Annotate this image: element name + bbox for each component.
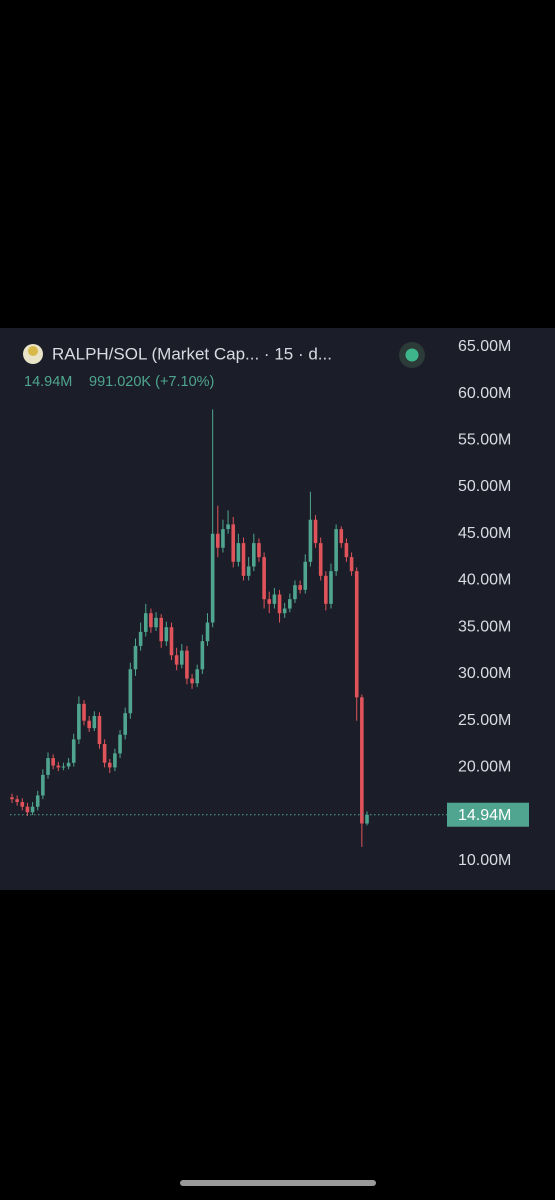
candle-body [205, 622, 210, 642]
candle-body [51, 758, 55, 766]
candle-body [334, 529, 338, 572]
candle-body [169, 627, 174, 656]
candle-body [303, 561, 308, 590]
y-tick-label: 60.00M [458, 385, 511, 402]
candle-body [128, 669, 133, 714]
candle-body [25, 806, 30, 813]
candle-body [138, 631, 143, 646]
candle-body [298, 585, 302, 590]
candle-body [35, 795, 40, 807]
home-indicator [180, 1180, 376, 1186]
candle-body [30, 806, 35, 813]
candle-body [77, 703, 81, 740]
y-tick-label: 10.00M [458, 852, 511, 869]
candle-body [221, 529, 225, 548]
status-dot [405, 348, 419, 362]
candle-body [236, 543, 241, 562]
candle-body [200, 641, 205, 670]
candle-body [66, 762, 71, 767]
candle-body [174, 655, 179, 665]
candle-body [164, 627, 169, 642]
candle-body [154, 617, 158, 628]
candle-body [360, 697, 364, 824]
candle-body [288, 599, 292, 609]
candle-body [97, 716, 102, 745]
candle-body [179, 650, 184, 665]
candle-body [82, 703, 86, 721]
candle-body [349, 557, 354, 572]
candle-body [92, 716, 97, 729]
candle-body [102, 744, 107, 763]
candle-body [41, 774, 45, 796]
chart-panel [0, 328, 555, 890]
candle-body [329, 571, 333, 604]
candle-body [262, 557, 266, 600]
candle-body [252, 543, 256, 567]
candle-body [143, 613, 148, 632]
chart-title: RALPH/SOL (Market Cap... · 15 · d... [52, 344, 332, 363]
last-value: 14.94M [24, 374, 72, 390]
candle-body [20, 802, 25, 807]
candle-body [10, 797, 14, 800]
candle-body [71, 739, 76, 763]
candle-body [344, 543, 349, 558]
candle-body [215, 533, 220, 548]
candle-body [365, 814, 369, 824]
candle-body [87, 720, 91, 729]
candle-body [133, 645, 138, 670]
candle-body [293, 585, 297, 600]
last-price-tag [447, 802, 529, 827]
candle-body [241, 543, 246, 576]
candle-body [354, 571, 359, 698]
y-tick-label: 25.00M [458, 712, 511, 729]
candle-body [308, 519, 313, 562]
candle-body [226, 524, 230, 530]
candle-body [46, 758, 50, 775]
y-tick-label: 45.00M [458, 525, 511, 542]
token-icon-detail [28, 346, 38, 356]
y-tick-label: 30.00M [458, 665, 511, 682]
candle-body [159, 617, 164, 642]
y-tick-label: 35.00M [458, 618, 511, 635]
candle-body [107, 762, 112, 768]
candle-body [282, 608, 287, 614]
candle-body [246, 566, 251, 576]
candle-body [318, 543, 323, 576]
y-tick-label: 20.00M [458, 759, 511, 776]
candle-body [277, 594, 282, 614]
change-value: 991.020K (+7.10%) [89, 374, 214, 390]
candle-body [210, 533, 215, 623]
candle-body [195, 669, 200, 684]
candle-body [149, 613, 153, 628]
y-tick-label: 65.00M [458, 338, 511, 355]
candle-body [185, 650, 189, 679]
y-tick-label: 50.00M [458, 478, 511, 495]
candle-body [113, 753, 117, 768]
candle-body [61, 766, 66, 768]
candle-body [190, 678, 194, 684]
y-tick-label: 40.00M [458, 572, 511, 589]
candle-body [257, 543, 261, 558]
candle-body [123, 713, 127, 735]
candle-body [56, 765, 61, 768]
candle-body [324, 575, 328, 604]
candle-body [15, 799, 19, 803]
candle-body [313, 519, 318, 544]
candle-body [272, 594, 277, 604]
candle-body [118, 734, 122, 754]
last-price-label: 14.94M [458, 807, 511, 824]
candle-body [231, 524, 236, 562]
y-tick-label: 55.00M [458, 432, 511, 449]
candle-body [267, 599, 272, 604]
candle-body [339, 529, 344, 544]
